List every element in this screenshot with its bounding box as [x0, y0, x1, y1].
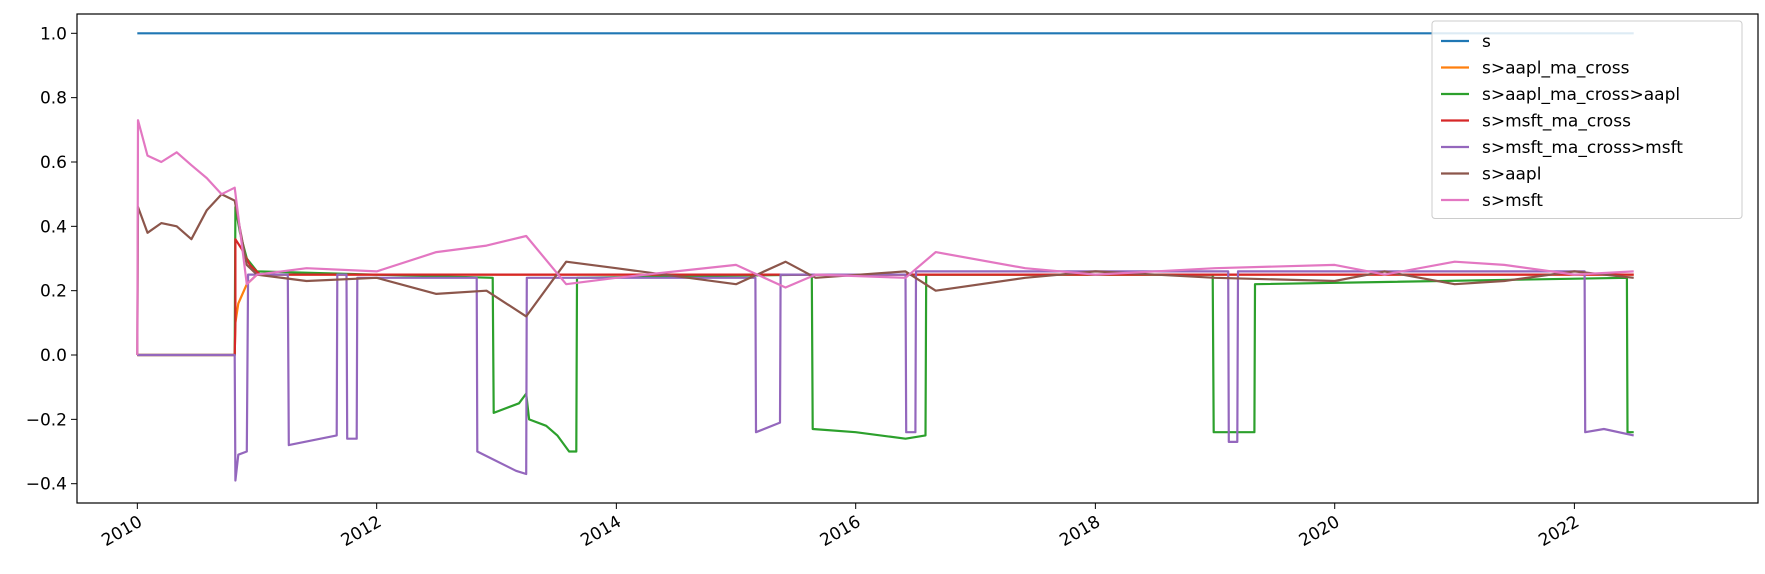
- y-axis: −0.4 −0.2 0.0 0.2 0.4 0.6 0.8 1.0: [26, 24, 77, 495]
- legend-label: s>aapl_ma_cross>aapl: [1482, 85, 1680, 105]
- legend-label: s>msft: [1482, 191, 1543, 211]
- y-tick-label: −0.2: [26, 410, 67, 430]
- y-tick-label: 0.2: [40, 282, 67, 302]
- y-tick-label: 0.8: [40, 89, 67, 109]
- legend-label: s>msft_ma_cross: [1482, 112, 1631, 132]
- legend-label: s>msft_ma_cross>msft: [1482, 138, 1683, 158]
- legend-box: [1431, 20, 1743, 219]
- series-line-5: [136, 193, 1634, 356]
- y-tick-label: −0.4: [26, 475, 67, 495]
- series-line-6: [136, 119, 1634, 356]
- y-tick-label: 0.0: [40, 346, 67, 366]
- legend[interactable]: s s>aapl_ma_cross s>aapl_ma_cross>aapl s>ms…: [1431, 20, 1743, 219]
- series-line-3: [137, 238, 1634, 357]
- series-line-4: [137, 270, 1634, 482]
- legend-label: s>aapl: [1482, 165, 1541, 185]
- legend-label: s: [1482, 32, 1491, 52]
- plot-frame: [76, 13, 1759, 504]
- y-tick-label: 1.0: [40, 24, 67, 44]
- legend-label: s>aapl_ma_cross: [1482, 59, 1630, 79]
- y-tick-label: 0.6: [40, 153, 67, 173]
- y-tick-label: 0.4: [40, 217, 67, 237]
- series-layer: [136, 32, 1634, 482]
